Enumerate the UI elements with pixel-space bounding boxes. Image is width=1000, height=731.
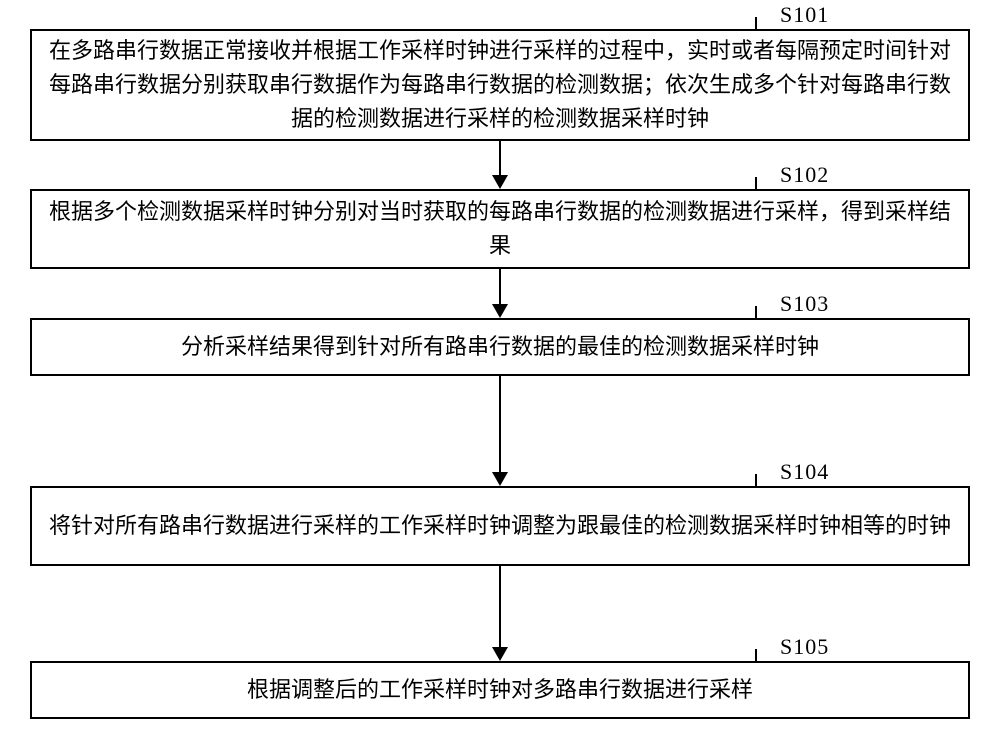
- step-label-s101: S101: [780, 2, 829, 28]
- arrow-line: [499, 141, 501, 175]
- flowchart-canvas: S101 在多路串行数据正常接收并根据工作采样时钟进行采样的过程中，实时或者每隔…: [0, 0, 1000, 731]
- step-box-s104: 将针对所有路串行数据进行采样的工作采样时钟调整为跟最佳的检测数据采样时钟相等的时…: [30, 486, 970, 566]
- label-tick: [755, 474, 757, 486]
- step-text: 分析采样结果得到针对所有路串行数据的最佳的检测数据采样时钟: [181, 330, 819, 364]
- arrow-line: [499, 566, 501, 647]
- label-tick: [755, 649, 757, 661]
- label-tick: [755, 306, 757, 318]
- step-box-s102: 根据多个检测数据采样时钟分别对当时获取的每路串行数据的检测数据进行采样，得到采样…: [30, 189, 970, 269]
- step-label-s102: S102: [780, 162, 829, 188]
- step-label-s105: S105: [780, 634, 829, 660]
- step-box-s103: 分析采样结果得到针对所有路串行数据的最佳的检测数据采样时钟: [30, 318, 970, 376]
- step-text: 将针对所有路串行数据进行采样的工作采样时钟调整为跟最佳的检测数据采样时钟相等的时…: [49, 509, 951, 543]
- label-tick: [755, 17, 757, 29]
- step-label-s103: S103: [780, 291, 829, 317]
- step-text: 根据多个检测数据采样时钟分别对当时获取的每路串行数据的检测数据进行采样，得到采样…: [46, 195, 954, 263]
- label-tick: [755, 177, 757, 189]
- step-box-s101: 在多路串行数据正常接收并根据工作采样时钟进行采样的过程中，实时或者每隔预定时间针…: [30, 29, 970, 141]
- arrow-head-icon: [492, 647, 508, 661]
- step-text: 根据调整后的工作采样时钟对多路串行数据进行采样: [247, 673, 753, 707]
- arrow-head-icon: [492, 304, 508, 318]
- arrow-head-icon: [492, 175, 508, 189]
- step-label-s104: S104: [780, 459, 829, 485]
- step-text: 在多路串行数据正常接收并根据工作采样时钟进行采样的过程中，实时或者每隔预定时间针…: [46, 34, 954, 136]
- arrow-head-icon: [492, 472, 508, 486]
- arrow-line: [499, 376, 501, 472]
- arrow-line: [499, 269, 501, 304]
- step-box-s105: 根据调整后的工作采样时钟对多路串行数据进行采样: [30, 661, 970, 719]
